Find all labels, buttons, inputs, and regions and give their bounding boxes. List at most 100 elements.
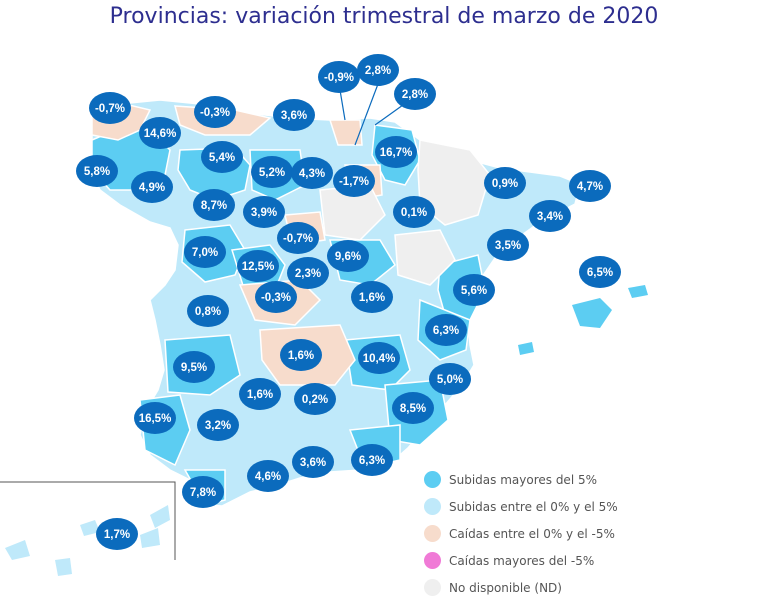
province-value-label: 1,6%	[288, 350, 314, 362]
province-bubble: 8,7%	[193, 189, 235, 221]
province-value-label: 6,5%	[587, 267, 613, 279]
province-value-label: 0,8%	[195, 306, 221, 318]
province-value-label: 7,0%	[192, 247, 218, 259]
province-bubble-shape	[392, 392, 434, 424]
province-bubble: -0,7%	[89, 92, 131, 124]
province-bubble: 6,3%	[351, 444, 393, 476]
province-bubble-shape	[76, 155, 118, 187]
province-value-label: 12,5%	[242, 261, 275, 273]
province-bubble-shape	[193, 189, 235, 221]
province-bubble-shape	[134, 402, 176, 434]
province-bubble: 8,5%	[392, 392, 434, 424]
province-bubble-shape	[291, 157, 333, 189]
province-bubble: 3,4%	[529, 200, 571, 232]
province-bubble-shape	[243, 196, 285, 228]
province-value-label: 3,5%	[495, 240, 521, 252]
province-bubble-shape	[453, 274, 495, 306]
province-bubble: 5,6%	[453, 274, 495, 306]
province-bubble: 1,7%	[96, 518, 138, 550]
province-bubble-shape	[357, 54, 399, 86]
province-bubble: 5,8%	[76, 155, 118, 187]
legend-item: Caídas entre el 0% y el -5%	[424, 520, 618, 547]
province-bubble: 1,6%	[351, 281, 393, 313]
province-bubble: 14,6%	[139, 117, 181, 149]
legend-swatch-strong-down	[424, 552, 441, 569]
province-bubble-shape	[375, 136, 417, 168]
province-bubble-shape	[197, 409, 239, 441]
province-bubble-shape	[393, 196, 435, 228]
province-value-label: 4,3%	[299, 168, 325, 180]
province-value-label: 16,5%	[139, 413, 172, 425]
province-value-label: 8,7%	[201, 200, 227, 212]
province-value-label: -0,3%	[261, 292, 291, 304]
legend-label: Caídas entre el 0% y el -5%	[449, 526, 615, 541]
province-bubble: 0,9%	[484, 167, 526, 199]
province-bubble: 3,5%	[487, 229, 529, 261]
province-value-label: 0,1%	[401, 207, 427, 219]
province-value-label: 5,8%	[84, 166, 110, 178]
no-data-regions	[319, 139, 491, 286]
province-bubble: 1,6%	[280, 339, 322, 371]
province-bubble: 12,5%	[237, 250, 279, 282]
province-bubble: -0,9%	[318, 61, 360, 93]
legend-item: Subidas mayores del 5%	[424, 466, 618, 493]
province-value-label: 3,4%	[537, 211, 563, 223]
province-bubble-shape	[187, 295, 229, 327]
menorca-shape	[628, 285, 648, 298]
province-bubble-shape	[318, 61, 360, 93]
province-value-label: 4,9%	[139, 182, 165, 194]
province-bubble-shape	[579, 256, 621, 288]
province-bubble-shape	[96, 518, 138, 550]
province-value-label: -0,7%	[283, 233, 313, 245]
legend-swatch-mild-down	[424, 525, 441, 542]
province-bubble-shape	[487, 229, 529, 261]
province-bubble: 7,8%	[182, 476, 224, 508]
province-bubble: 9,6%	[327, 240, 369, 272]
province-bubble: -0,7%	[277, 222, 319, 254]
province-bubble-shape	[429, 363, 471, 395]
province-bubble-shape	[569, 170, 611, 202]
province-value-label: 5,6%	[461, 285, 487, 297]
province-bubble-shape	[394, 78, 436, 110]
province-value-label: -0,7%	[95, 103, 125, 115]
mallorca-shape	[572, 298, 612, 328]
province-bubble-shape	[277, 222, 319, 254]
province-bubble: 16,7%	[375, 136, 417, 168]
province-bubble-shape	[184, 236, 226, 268]
province-bubble-shape	[358, 342, 400, 374]
province-bubble: 5,0%	[429, 363, 471, 395]
province-bubble: 2,8%	[394, 78, 436, 110]
province-bubble-shape	[139, 117, 181, 149]
province-value-label: 0,9%	[492, 178, 518, 190]
province-bubble: 0,8%	[187, 295, 229, 327]
province-bubble: 4,6%	[247, 460, 289, 492]
province-bubble: 5,4%	[201, 141, 243, 173]
province-bubble: 6,3%	[425, 314, 467, 346]
province-value-label: 14,6%	[144, 128, 177, 140]
province-value-label: 3,2%	[205, 420, 231, 432]
province-bubble-shape	[194, 96, 236, 128]
province-value-label: 1,7%	[104, 529, 130, 541]
legend: Subidas mayores del 5% Subidas entre el …	[424, 466, 618, 601]
legend-item: Subidas entre el 0% y el 5%	[424, 493, 618, 520]
province-bubble: 10,4%	[358, 342, 400, 374]
province-bubble: 4,9%	[131, 171, 173, 203]
province-bubble: -0,3%	[255, 281, 297, 313]
province-bubble-shape	[484, 167, 526, 199]
province-value-label: 5,4%	[209, 152, 235, 164]
province-value-label: 1,6%	[247, 389, 273, 401]
province-bubble-shape	[333, 165, 375, 197]
province-bubble-shape	[251, 156, 293, 188]
province-bubble-shape	[292, 446, 334, 478]
province-bubble-shape	[247, 460, 289, 492]
province-bubble: 4,3%	[291, 157, 333, 189]
province-bubble: 16,5%	[134, 402, 176, 434]
province-bubble-shape	[280, 339, 322, 371]
province-bubble: 3,6%	[292, 446, 334, 478]
map-title: Provincias: variación trimestral de marz…	[109, 4, 659, 29]
province-bubble: 4,7%	[569, 170, 611, 202]
province-bubble-shape	[327, 240, 369, 272]
province-bubble-shape	[255, 281, 297, 313]
province-value-label: 3,9%	[251, 207, 277, 219]
